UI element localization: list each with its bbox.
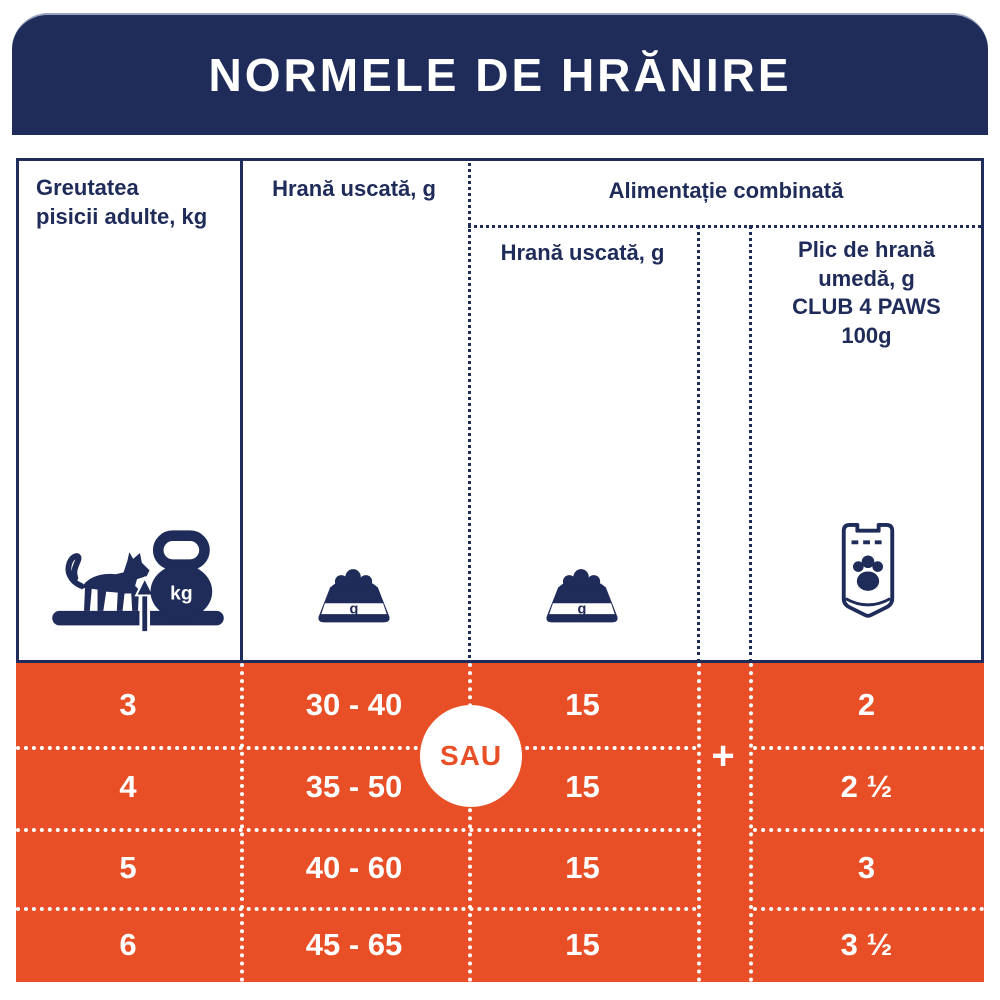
plus-connector: + [711, 734, 735, 778]
combined-bowl-icon: g [546, 569, 618, 623]
divider-data-col1 [240, 663, 244, 982]
table-data-section: 3 30 - 40 15 2 4 35 - 50 15 2 ½ 5 40 - 6… [16, 663, 984, 982]
divider-data-strip-right [749, 663, 753, 982]
wet-pouch-value: 3 ½ [840, 926, 893, 962]
divider-subcol-right [749, 225, 752, 663]
wet-pouch-icon [841, 522, 895, 618]
row-separator-1 [16, 746, 697, 750]
row-separator-2 [16, 828, 697, 832]
or-badge: SAU [420, 705, 522, 807]
subcolumn-header-combined-dry: Hrană uscată, g [500, 239, 665, 265]
dry-food-bowl-icon: g [318, 569, 390, 623]
combined-dry-value: 15 [565, 769, 600, 804]
divider-col2-combined [468, 158, 471, 663]
column-header-dry: Hrană uscată, g [272, 175, 436, 201]
column-header-weight: Greutatea pisicii adulte, kg [36, 175, 208, 229]
dry-food-value: 30 - 40 [305, 686, 403, 722]
wet-pouch-value: 2 ½ [840, 769, 893, 804]
or-label: SAU [439, 740, 503, 771]
combined-dry-value: 15 [565, 926, 600, 962]
divider-data-strip-left [697, 663, 701, 982]
cat-on-scale-icon: kg [52, 530, 224, 632]
weight-value: 5 [119, 849, 137, 885]
dry-bowl-unit-label: g [350, 601, 359, 617]
row-separator-3 [16, 907, 697, 911]
row-separator-3b [753, 907, 984, 911]
combined-dry-value: 15 [565, 849, 600, 885]
wet-pouch-value: 2 [857, 686, 876, 722]
kettlebell-unit-label: kg [170, 583, 192, 604]
header-banner: NORMELE DE HRĂNIRE [12, 13, 988, 135]
page-title: NORMELE DE HRĂNIRE [208, 49, 792, 101]
weight-value: 6 [119, 926, 137, 962]
combined-bowl-unit-label: g [578, 601, 587, 617]
row-separator-1b [753, 746, 984, 750]
row-separator-2b [753, 828, 984, 832]
dry-food-value: 45 - 65 [305, 926, 403, 962]
column-header-combined: Alimentație combinată [608, 177, 844, 203]
divider-data-col2 [468, 663, 472, 982]
weight-value: 4 [119, 769, 137, 804]
subcolumn-header-wet-pouch: Plic de hrană umedă, g CLUB 4 PAWS 100g [792, 237, 941, 348]
feeding-table: Greutatea pisicii adulte, kg Hrană uscat… [16, 158, 984, 982]
divider-combined-subheader [468, 225, 981, 228]
divider-subcol-left [697, 225, 700, 663]
combined-dry-value: 15 [565, 686, 600, 722]
dry-food-value: 40 - 60 [305, 849, 403, 885]
weight-value: 3 [119, 686, 137, 722]
dry-food-value: 35 - 50 [305, 769, 403, 804]
divider-col1-col2 [240, 158, 243, 663]
paw-icon [852, 555, 884, 591]
wet-pouch-value: 3 [857, 849, 876, 885]
